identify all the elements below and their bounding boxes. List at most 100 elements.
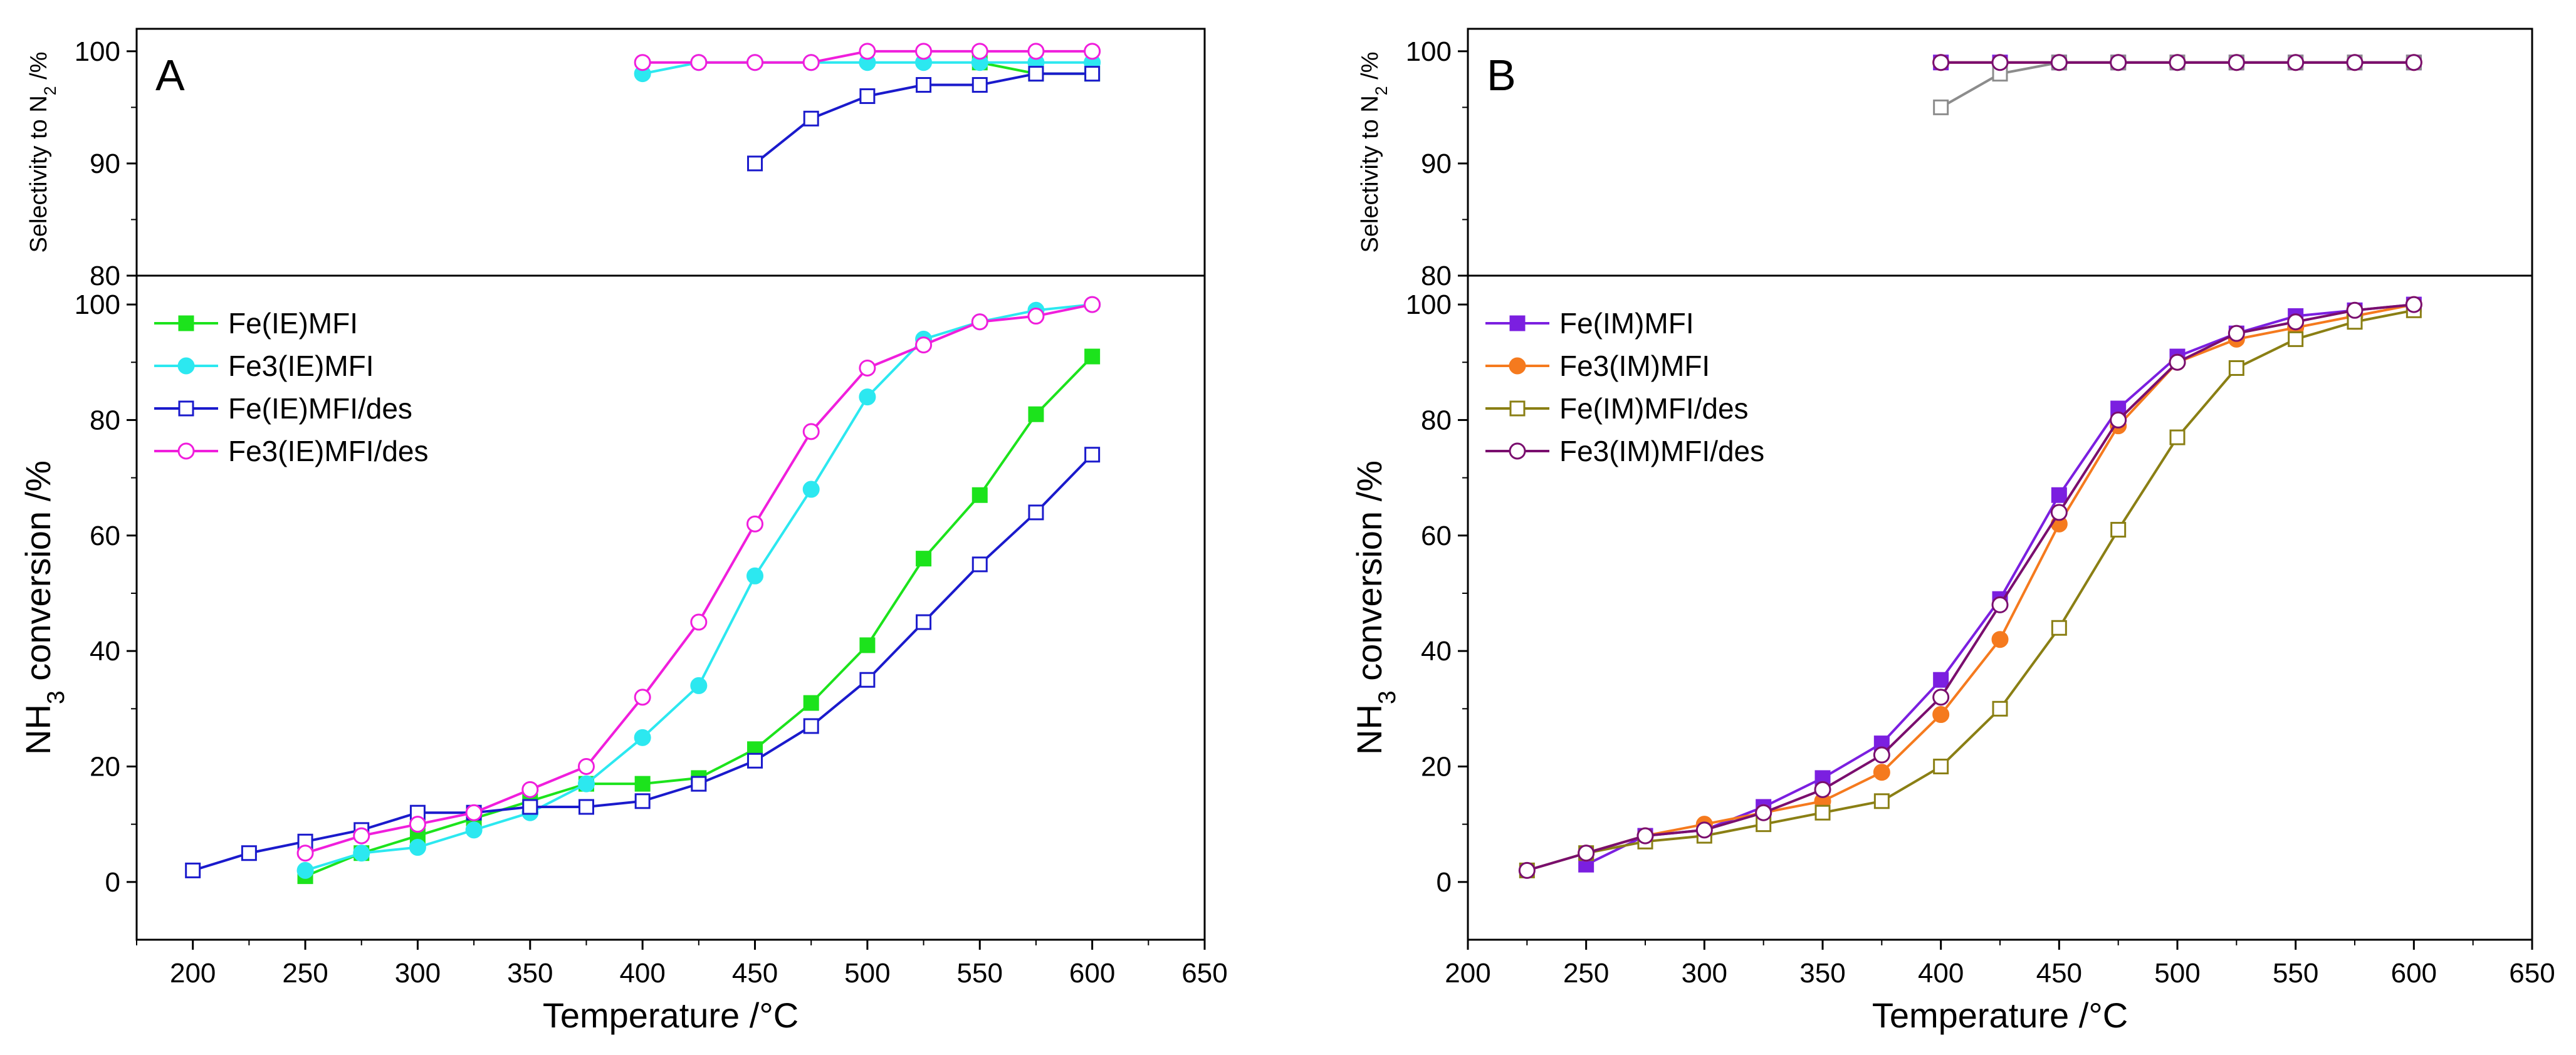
conversion-data-point <box>2228 360 2244 376</box>
selectivity-y-axis-title: Selectivity to N2 /% <box>26 51 60 252</box>
conversion-data-point <box>971 556 988 573</box>
selectivity-data-point <box>916 77 932 93</box>
x-tick-label: 300 <box>1682 958 1727 989</box>
legend-label: Fe(IE)MFI/des <box>228 392 412 425</box>
conversion-data-point <box>1084 447 1101 463</box>
conversion-data-point <box>409 816 426 833</box>
conversion-data-point <box>2051 487 2067 503</box>
conversion-data-point <box>1933 758 1949 774</box>
conversion-data-point <box>1084 296 1101 313</box>
selectivity-data-point <box>1084 43 1101 60</box>
conversion-data-point <box>971 487 988 503</box>
conversion-data-point <box>2050 504 2068 521</box>
x-tick-label: 300 <box>395 958 441 989</box>
conversion-data-point <box>1873 746 1890 764</box>
conversion-data-point <box>1933 672 1949 688</box>
conversion-series-0 <box>1578 296 2422 873</box>
conversion-data-point <box>241 845 257 861</box>
selectivity-y-axis-title-subscript: 2 <box>1372 86 1391 95</box>
conversion-data-point <box>296 845 314 862</box>
conversion-series-2 <box>1519 302 2422 878</box>
conversion-data-point <box>465 821 483 839</box>
conversion-data-point <box>296 861 314 879</box>
conversion-y-tick-label: 60 <box>90 521 120 551</box>
selectivity-data-point <box>1933 99 1949 115</box>
conversion-data-point <box>1932 706 1950 724</box>
x-tick-label: 600 <box>2391 958 2437 989</box>
conversion-data-point <box>859 359 876 377</box>
legend-label: Fe(IE)MFI <box>228 307 358 340</box>
x-tick-label: 650 <box>2509 958 2555 989</box>
x-tick-label: 200 <box>1445 958 1490 989</box>
conversion-series-line <box>1585 303 2414 866</box>
legend-swatch-marker <box>178 315 194 331</box>
conversion-data-point <box>2110 522 2127 538</box>
selectivity-data-point <box>634 54 651 71</box>
conversion-data-point <box>746 515 764 533</box>
selectivity-y-axis-title-subscript: 2 <box>41 86 60 95</box>
conversion-data-point <box>465 804 483 821</box>
selectivity-data-point <box>915 43 933 60</box>
conversion-y-tick-label: 40 <box>1421 636 1452 667</box>
legend-label: Fe3(IE)MFI/des <box>228 435 429 467</box>
conversion-data-point <box>1518 861 1536 879</box>
conversion-y-tick-label: 0 <box>105 867 120 898</box>
x-axis-title-text: Temperature / <box>1872 995 2089 1035</box>
conversion-series-line <box>1526 303 2414 872</box>
conversion-y-tick-label: 20 <box>1421 751 1452 782</box>
x-tick-label: 350 <box>507 958 553 989</box>
conversion-data-point <box>2051 620 2067 636</box>
conversion-y-tick-label: 100 <box>75 289 120 320</box>
conversion-data-point <box>185 862 201 878</box>
conversion-y-axis-title-subscript: 3 <box>1374 690 1401 704</box>
x-tick-label: 650 <box>1181 958 1227 989</box>
conversion-data-point <box>859 388 876 406</box>
legend-label: Fe3(IE)MFI <box>228 350 374 382</box>
conversion-data-point <box>859 672 876 688</box>
conversion-y-axis-title-subscript: 3 <box>43 690 70 704</box>
conversion-data-point <box>522 799 538 815</box>
selectivity-data-point <box>802 54 820 71</box>
conversion-data-point <box>1814 781 1831 798</box>
conversion-data-point <box>2110 411 2127 429</box>
selectivity-y-tick-label: 80 <box>1421 261 1452 291</box>
conversion-data-point <box>577 757 595 775</box>
conversion-data-point <box>577 775 595 793</box>
conversion-data-point <box>1991 631 2009 648</box>
conversion-data-point <box>521 781 539 798</box>
conversion-series-line <box>1526 309 2414 872</box>
x-tick-label: 500 <box>2154 958 2200 989</box>
x-tick-label: 200 <box>170 958 216 989</box>
conversion-y-axis-title: NH3 conversion /% <box>18 460 70 755</box>
selectivity-data-point <box>2405 54 2422 71</box>
legend-swatch-marker <box>177 442 195 460</box>
selectivity-data-point <box>747 155 763 172</box>
conversion-y-axis-title-text: NH <box>18 704 58 755</box>
x-tick-label: 450 <box>732 958 778 989</box>
conversion-data-point <box>1873 764 1890 781</box>
conversion-data-point <box>746 567 764 585</box>
conversion-data-point <box>578 799 594 815</box>
legend: Fe(IE)MFI Fe3(IE)MFI Fe(IE)MFI/des Fe3(IE)M… <box>154 307 429 467</box>
conversion-data-point <box>2405 296 2422 313</box>
x-axis-title-unit: °C <box>2088 995 2128 1035</box>
conversion-data-point <box>747 752 763 769</box>
conversion-y-axis-title: NH3 conversion /% <box>1349 460 1401 755</box>
legend-swatch-marker <box>1509 315 1526 331</box>
panel-letter: B <box>1487 51 1516 100</box>
conversion-data-point <box>802 481 820 498</box>
conversion-series-3 <box>1518 296 2422 879</box>
x-axis-title-text: Temperature / <box>543 995 760 1035</box>
selectivity-y-tick-label: 100 <box>1406 36 1452 67</box>
conversion-data-point <box>1873 793 1890 809</box>
selectivity-data-point <box>690 54 708 71</box>
legend-swatch-marker <box>1509 400 1526 417</box>
selectivity-data-point <box>2287 54 2305 71</box>
selectivity-plot-frame <box>135 28 1206 277</box>
selectivity-data-point <box>2228 54 2245 71</box>
selectivity-data-point <box>971 43 988 60</box>
legend-swatch-marker <box>1509 357 1526 375</box>
